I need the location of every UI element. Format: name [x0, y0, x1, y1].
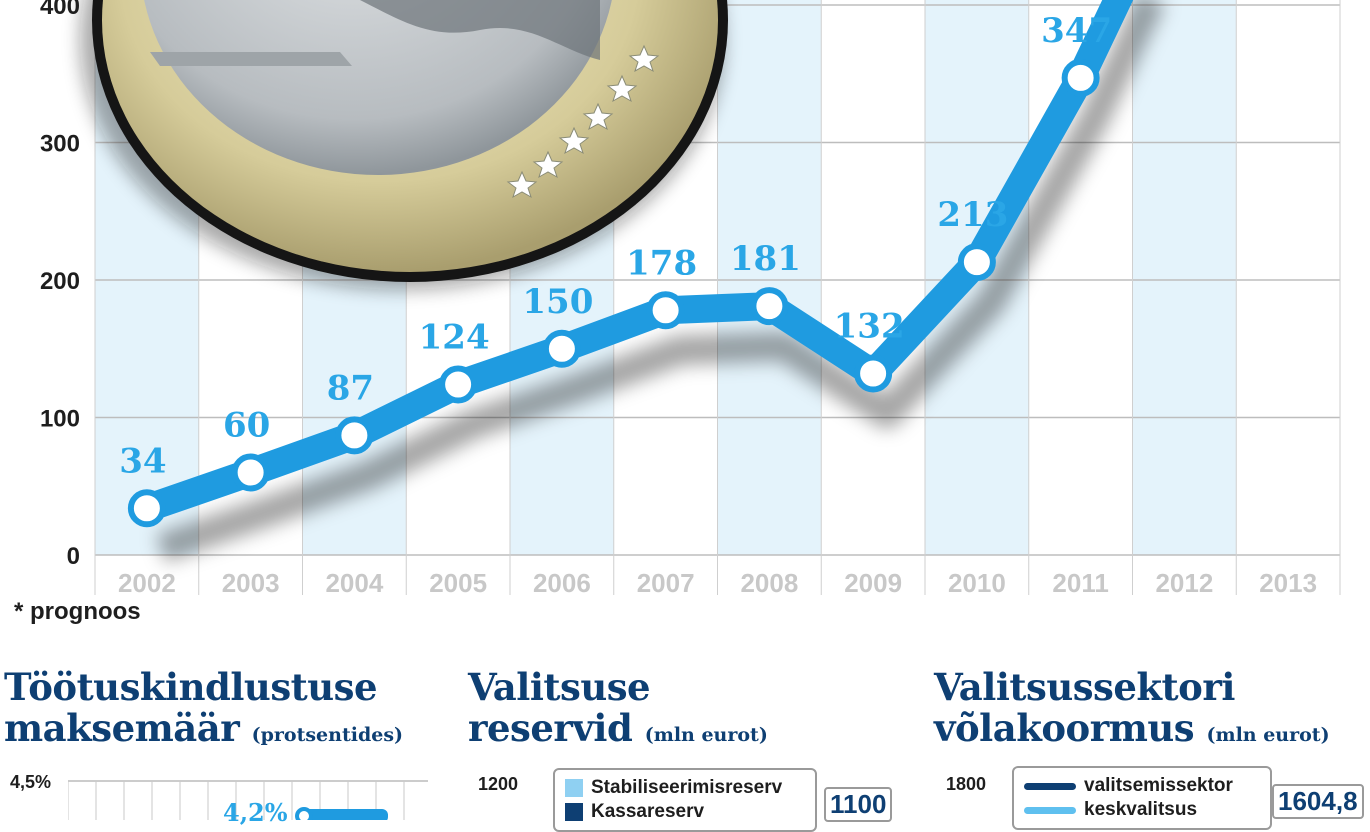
data-label: 87	[327, 368, 374, 408]
data-label: 150	[522, 282, 593, 322]
y-tick-label: 300	[40, 131, 80, 158]
panel-title-line2: reservid	[468, 706, 633, 750]
data-label: 347	[1041, 11, 1112, 51]
legend-swatch	[565, 803, 583, 821]
x-tick-label: 2003	[222, 568, 280, 598]
data-labels: 34 60 87 124 150 178 181 132 213 347	[119, 11, 1112, 481]
panel-title-line1: Töötuskindlustuse	[4, 665, 378, 709]
legend-label: valitsemissektor	[1084, 775, 1233, 796]
data-points	[127, 58, 1100, 528]
panel-reserves-title: Valitsuse reservid (mln eurot)	[468, 667, 768, 749]
legend-item: keskvalitsus	[1024, 798, 1260, 822]
data-label: 178	[626, 243, 697, 283]
y-tick-label: 200	[40, 268, 80, 295]
data-point	[127, 489, 166, 528]
legend-label: keskvalitsus	[1084, 799, 1198, 820]
data-point	[542, 329, 581, 368]
legend-swatch	[1024, 782, 1076, 790]
legend-item: valitsemissektor	[1024, 774, 1260, 798]
panel-value: 1100	[824, 787, 893, 822]
panel-title-line1: Valitsuse	[468, 665, 651, 709]
x-tick-label: 2005	[429, 568, 487, 598]
panel-title-line2: maksemäär	[4, 706, 240, 750]
line-shadow	[156, 0, 1166, 563]
x-tick-label: 2010	[948, 568, 1006, 598]
panel-y-top-label: 1800	[946, 774, 987, 794]
panel-unemployment-title: Töötuskindlustuse maksemäär (protsentide…	[4, 667, 403, 749]
rate-point	[295, 807, 313, 820]
panel-first-value: 4,2%	[223, 798, 288, 827]
data-point	[1061, 58, 1100, 97]
data-point	[231, 453, 270, 492]
data-point	[646, 291, 685, 330]
panel-value: 1604,8	[1272, 784, 1364, 819]
panel-unit: (mln eurot)	[1206, 724, 1330, 746]
legend-item: Kassareserv	[565, 800, 805, 824]
x-tick-label: 2013	[1259, 568, 1317, 598]
data-label: 34	[119, 441, 166, 481]
x-tick-label: 2007	[637, 568, 695, 598]
data-point	[750, 287, 789, 326]
panel-y-top-label: 4,5%	[10, 772, 52, 792]
debt-legend: valitsemissektor keskvalitsus	[1012, 766, 1272, 830]
y-axis: 0 100 200 300 400	[40, 0, 80, 570]
footnote: * prognoos	[14, 598, 141, 625]
year-band	[717, 0, 822, 555]
x-tick-label: 2002	[118, 568, 176, 598]
year-band	[1132, 0, 1237, 555]
x-tick-label: 2011	[1052, 568, 1108, 598]
data-point	[854, 354, 893, 393]
y-tick-label: 0	[67, 543, 80, 570]
data-point	[439, 365, 478, 404]
reserves-legend: Stabiliseerimisreserv Kassareserv	[553, 768, 817, 832]
data-label: 213	[937, 195, 1008, 235]
data-label: 60	[223, 406, 270, 446]
panel-unit: (mln eurot)	[644, 724, 768, 746]
x-tick-label: 2004	[325, 568, 383, 598]
data-point	[335, 416, 374, 455]
panel-y-top-label: 1200	[478, 774, 519, 794]
data-point	[957, 243, 996, 282]
panel-title-line1: Valitsussektori	[934, 665, 1235, 709]
panel-title-line2: võlakoormus	[934, 706, 1195, 750]
rate-bar	[302, 809, 388, 820]
x-axis: 2002 2003 2004 2005 2006 2007 2008 2009 2010 2011…	[118, 568, 1317, 598]
data-label: 181	[730, 239, 801, 279]
panel-unemployment-chart	[68, 780, 428, 820]
y-tick-label: 100	[40, 406, 80, 433]
data-label: 124	[419, 318, 490, 358]
legend-swatch	[565, 779, 583, 797]
legend-label: Kassareserv	[591, 801, 705, 822]
legend-label: Stabiliseerimisreserv	[591, 777, 783, 798]
y-tick-label: 400	[40, 0, 80, 20]
legend-swatch	[1024, 806, 1076, 814]
data-label: 132	[834, 307, 905, 347]
legend-item: Stabiliseerimisreserv	[565, 776, 805, 800]
panel-unit: (protsentides)	[251, 724, 404, 746]
x-tick-label: 2009	[844, 568, 902, 598]
x-tick-label: 2006	[533, 568, 591, 598]
x-tick-label: 2012	[1155, 568, 1213, 598]
panel-debt-title: Valitsussektori võlakoormus (mln eurot)	[934, 667, 1330, 749]
euro-coin-image	[80, 0, 728, 290]
x-tick-label: 2008	[740, 568, 798, 598]
